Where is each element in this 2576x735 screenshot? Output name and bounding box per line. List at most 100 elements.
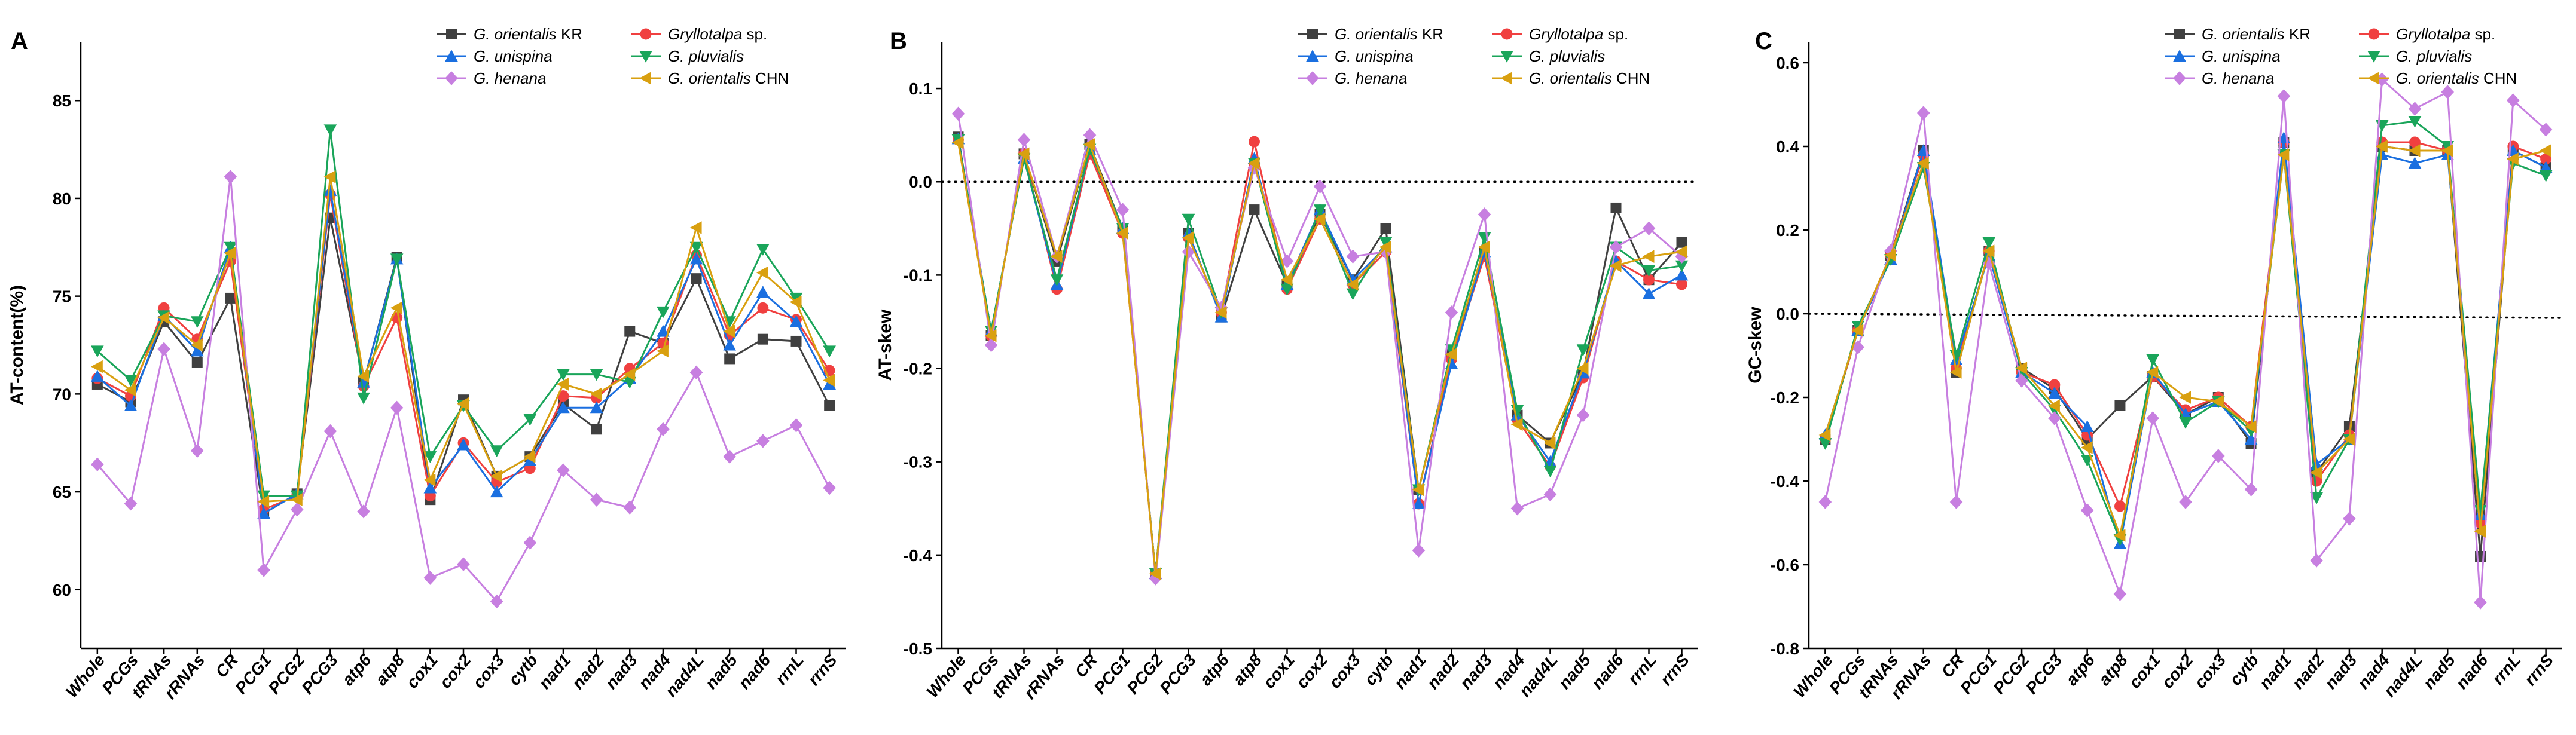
data-point [2146,366,2159,379]
data-point [490,445,503,458]
data-point [723,449,737,464]
data-point [2114,500,2126,512]
data-point [1050,250,1063,263]
legend-label-suffix: CHN [751,69,789,87]
data-point [1280,283,1294,296]
data-point [1149,571,1162,586]
data-point [1818,438,1832,450]
data-point [423,451,437,463]
data-point [2507,93,2520,108]
series-g-henana [91,170,836,609]
data-point [2408,144,2421,157]
data-point [2049,379,2061,391]
y-tick-label: 0.2 [1776,221,1799,240]
y-axis-label: GC-skew [1745,307,1765,384]
legend-label-species: Gryllotalpa [1529,25,1603,43]
data-point [2474,525,2486,538]
data-point [224,241,237,254]
data-point [2441,85,2455,99]
data-point [2179,495,2192,509]
legend-label: G. henana [1335,69,1407,87]
legend-label: Gryllotalpa sp. [668,25,767,43]
data-point [789,418,803,433]
legend: G. orientalis KR Gryllotalpa sp. G. unispi… [437,25,789,87]
data-point [1313,212,1326,226]
data-point [2211,449,2225,463]
data-point [124,399,138,411]
data-point [557,369,570,381]
legend-marker [639,51,652,63]
series-g-orientalis-chn [91,170,835,509]
data-point [1675,268,1689,281]
data-point [623,500,637,514]
data-point [1510,501,1524,516]
data-point [1949,495,1963,509]
data-point [756,244,770,256]
legend-label: G. orientalis CHN [1529,69,1650,87]
y-tick-label: -0.3 [904,453,932,471]
data-point [1083,137,1095,151]
data-point [1182,213,1195,226]
data-point [2146,411,2160,425]
data-point [323,124,337,137]
data-point [2080,420,2094,432]
legend: G. orientalis KR Gryllotalpa sp. G. unispi… [1298,25,1650,87]
data-point [1884,249,1896,262]
data-point [2539,170,2553,182]
data-point [124,384,136,397]
legend-item: G. orientalis CHN [2359,69,2517,87]
legend: G. orientalis KR Gryllotalpa sp. G. unispi… [2165,25,2517,87]
data-point [390,253,404,266]
data-point [2311,475,2322,487]
data-point [1676,237,1687,248]
legend-item: G. orientalis KR [1298,25,1443,43]
data-point [2409,136,2421,148]
legend-label: G. unispina [474,47,553,65]
data-point [1182,244,1195,259]
legend-item: G. pluvialis [2359,47,2472,65]
data-point [951,136,964,149]
data-point [1576,408,1590,422]
y-tick-label: -0.5 [904,639,932,658]
data-point [257,507,270,519]
data-point [1249,136,1260,148]
data-point [623,368,636,381]
data-point [2244,482,2258,497]
data-point [2179,417,2192,429]
data-point [357,504,370,519]
data-point [2113,529,2126,542]
data-point [1116,226,1128,240]
data-point [2080,503,2094,517]
legend-label: G. orientalis CHN [2396,69,2517,87]
data-point [1949,366,1962,379]
data-point [2343,433,2355,446]
legend-item: G. henana [2165,69,2274,87]
data-point [2408,102,2422,116]
data-point [557,390,569,402]
legend-label: G. orientalis CHN [668,69,789,87]
data-point [2343,421,2355,432]
legend-marker [1501,28,1513,40]
data-point [2507,152,2519,166]
data-point [423,481,437,494]
legend-item: G. unispina [1298,47,1414,65]
data-point [1609,259,1622,272]
legend-marker [640,28,652,40]
data-point [1543,487,1557,502]
data-point [1313,204,1327,216]
data-point [490,485,503,498]
data-point [1818,495,1832,509]
data-point [1478,240,1490,254]
data-point [1017,133,1031,147]
legend-label: G. henana [474,69,546,87]
y-tick-label: 75 [53,287,71,306]
y-axis-label: AT-skew [875,309,895,381]
data-point [590,401,603,414]
y-tick-label: 85 [53,91,71,110]
data-point [723,338,737,351]
y-tick-label: 60 [53,581,71,599]
data-point [1214,306,1227,319]
data-point [2277,89,2291,103]
legend-marker [2367,72,2379,85]
